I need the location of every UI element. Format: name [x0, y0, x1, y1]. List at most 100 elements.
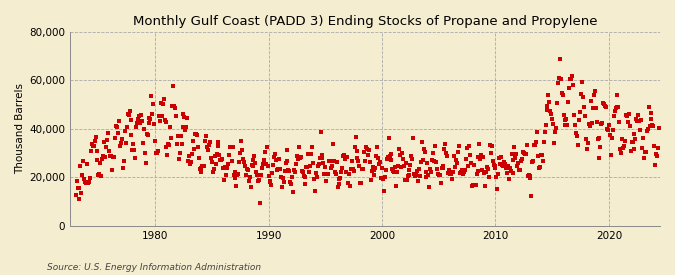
Point [478, 155, 489, 160]
Point [265, 180, 276, 184]
Point [195, 170, 206, 174]
Point [385, 152, 396, 156]
Point [332, 185, 343, 189]
Point [257, 161, 268, 166]
Point [108, 155, 119, 160]
Point [620, 139, 630, 143]
Point [70, 192, 81, 197]
Point [629, 147, 640, 151]
Point [324, 159, 335, 163]
Point [310, 189, 321, 193]
Point [321, 178, 331, 183]
Point [464, 144, 475, 148]
Point [422, 161, 433, 166]
Point [356, 180, 367, 185]
Point [491, 175, 502, 179]
Point [483, 175, 494, 180]
Point [84, 180, 95, 185]
Point [355, 180, 366, 185]
Point [492, 187, 503, 191]
Point [127, 148, 138, 153]
Point [450, 164, 460, 169]
Point [627, 140, 638, 144]
Point [303, 151, 314, 156]
Point [612, 105, 623, 109]
Point [626, 140, 637, 144]
Point [391, 184, 402, 189]
Point [242, 166, 252, 171]
Point [362, 153, 373, 157]
Point [400, 161, 411, 165]
Point [343, 180, 354, 185]
Point [174, 151, 185, 156]
Point [284, 169, 295, 173]
Point [616, 151, 626, 156]
Point [462, 164, 473, 168]
Point [233, 172, 244, 176]
Point [461, 156, 472, 161]
Point [377, 166, 387, 170]
Point [95, 161, 106, 165]
Point [84, 176, 95, 180]
Point [624, 123, 635, 128]
Point [188, 139, 198, 143]
Point [638, 135, 649, 140]
Point [474, 141, 485, 146]
Point [342, 155, 352, 160]
Point [472, 168, 483, 173]
Point [119, 159, 130, 163]
Point [394, 146, 404, 151]
Point [319, 172, 330, 176]
Point [238, 160, 249, 164]
Point [646, 117, 657, 121]
Point [650, 163, 661, 167]
Point [117, 136, 128, 141]
Point [601, 104, 612, 109]
Point [330, 172, 341, 177]
Point [157, 114, 167, 119]
Point [617, 137, 628, 141]
Point [247, 163, 258, 168]
Point [225, 145, 236, 149]
Point [219, 164, 230, 169]
Point [256, 166, 267, 170]
Point [630, 137, 641, 141]
Point [592, 137, 603, 142]
Point [541, 108, 552, 112]
Point [72, 179, 82, 183]
Point [199, 164, 210, 168]
Point [406, 153, 416, 158]
Point [610, 106, 621, 111]
Point [273, 157, 284, 161]
Point [564, 86, 574, 90]
Point [429, 159, 439, 163]
Point [191, 133, 202, 138]
Point [589, 93, 599, 98]
Point [75, 164, 86, 168]
Point [315, 130, 326, 134]
Point [483, 167, 493, 171]
Point [176, 134, 186, 139]
Point [412, 178, 423, 183]
Point [296, 155, 306, 159]
Point [420, 174, 431, 179]
Point [131, 125, 142, 130]
Y-axis label: Thousand Barrels: Thousand Barrels [15, 83, 25, 174]
Point [271, 157, 281, 162]
Point [645, 111, 656, 115]
Point [471, 172, 482, 176]
Point [348, 169, 359, 173]
Point [560, 123, 571, 127]
Point [188, 147, 199, 152]
Point [100, 155, 111, 159]
Point [348, 167, 358, 171]
Point [349, 145, 360, 149]
Point [181, 125, 192, 129]
Point [488, 163, 499, 167]
Point [513, 161, 524, 165]
Point [437, 164, 448, 169]
Point [311, 175, 322, 179]
Point [481, 164, 492, 169]
Point [529, 142, 539, 147]
Point [633, 113, 644, 117]
